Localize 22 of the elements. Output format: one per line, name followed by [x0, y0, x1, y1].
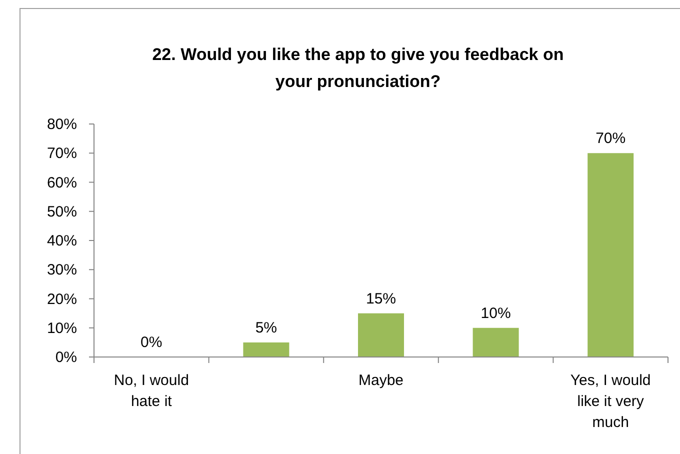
- data-label: 10%: [480, 304, 511, 322]
- bar: [243, 342, 290, 357]
- x-tick-label: Maybe: [358, 372, 404, 389]
- data-label: 70%: [596, 130, 626, 148]
- data-label: 5%: [255, 319, 278, 336]
- y-tick-label: 30%: [46, 262, 77, 279]
- y-tick-label: 80%: [46, 116, 77, 133]
- bar: [358, 313, 404, 357]
- y-tick-label: 50%: [46, 203, 77, 220]
- y-tick-label: 10%: [46, 320, 77, 337]
- data-label: 0%: [140, 334, 162, 351]
- x-tick-label: No, I would hate it: [114, 372, 189, 410]
- chart-title: 22. Would you like the app to give you feedback on your pronunciation?: [152, 45, 564, 91]
- y-tick-label: 70%: [46, 145, 77, 162]
- data-label: 15%: [366, 290, 396, 308]
- bar: [472, 328, 519, 357]
- bar: [588, 153, 634, 357]
- y-tick-label: 40%: [46, 232, 77, 250]
- x-tick-label: Yes, I would like it very much: [570, 372, 651, 431]
- y-tick-label: 0%: [55, 349, 77, 366]
- y-tick-label: 60%: [46, 174, 77, 192]
- y-tick-label: 20%: [46, 290, 77, 308]
